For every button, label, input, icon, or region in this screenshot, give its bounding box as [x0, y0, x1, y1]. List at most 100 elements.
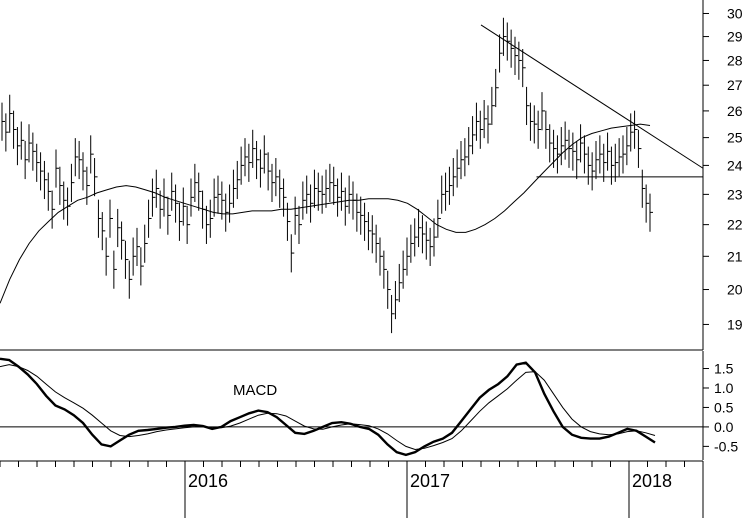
price-bar: [240, 146, 245, 185]
price-bar: [398, 263, 403, 303]
price-bar: [610, 146, 615, 185]
price-bar: [232, 169, 237, 208]
macd-panel: MACD 1.5 1.0 0.5 0.0 -0.5: [0, 351, 738, 460]
price-bar: [371, 215, 376, 254]
price-bar: [337, 178, 341, 217]
price-bar: [178, 202, 183, 241]
price-bar: [16, 127, 21, 166]
price-bar: [1, 102, 5, 141]
price-bar: [256, 140, 260, 180]
price-bar: [59, 166, 63, 205]
chart-frame: [0, 349, 704, 518]
year-label: 2017: [410, 471, 450, 491]
price-bar: [452, 158, 457, 197]
price-bar: [313, 169, 318, 208]
price-bar: [514, 36, 518, 75]
price-bar: [294, 196, 299, 235]
price-bar: [155, 169, 160, 208]
price-bar: [421, 215, 426, 254]
price-bar: [614, 143, 619, 182]
price-axis-label: 23: [727, 186, 743, 202]
price-bar: [13, 110, 17, 149]
resistance-trendline: [480, 24, 704, 169]
price-bar: [94, 158, 98, 197]
price-bar: [209, 199, 214, 238]
price-bar: [32, 132, 36, 171]
price-bar: [325, 169, 329, 208]
moving-average-line: [0, 123, 651, 304]
price-axis-label: 28: [727, 52, 743, 68]
macd-axis-label: -0.5: [714, 438, 738, 454]
price-bar: [603, 143, 607, 182]
price-axis-label: 24: [727, 157, 743, 173]
price-bar: [441, 175, 445, 214]
price-bar: [302, 181, 306, 220]
price-bar: [472, 116, 476, 155]
price-bar: [267, 152, 272, 191]
price-bar: [560, 127, 565, 166]
macd-line: [0, 357, 656, 457]
price-bar: [607, 132, 611, 171]
price-bar: [263, 135, 268, 174]
price-bar: [5, 113, 9, 152]
price-bar: [529, 102, 534, 141]
price-bar: [217, 175, 221, 214]
price-bar: [248, 143, 252, 182]
price-bar: [429, 227, 434, 266]
price-bar: [124, 240, 129, 279]
price-bar: [475, 102, 480, 141]
price-bar: [537, 110, 542, 149]
price-bar: [383, 250, 387, 289]
price-bar: [414, 218, 418, 257]
price-axis-label: 25: [727, 130, 743, 146]
price-bar: [387, 270, 391, 309]
price-bar: [379, 237, 383, 276]
price-bar: [406, 237, 410, 276]
price-bar: [437, 199, 441, 238]
price-bar: [591, 152, 596, 191]
price-bar: [148, 199, 152, 238]
price-bar: [136, 227, 140, 266]
price-bar: [90, 135, 94, 174]
price-bar: [410, 224, 414, 263]
price-bar: [333, 166, 337, 205]
price-bar: [225, 193, 229, 232]
price-bar: [364, 202, 368, 241]
price-bar: [456, 149, 461, 188]
price-bar: [271, 163, 275, 202]
price-bar: [641, 169, 646, 208]
price-bar: [55, 149, 59, 188]
price-bar: [491, 86, 495, 126]
price-bar: [649, 193, 653, 232]
price-bar: [564, 121, 569, 160]
price-bar: [310, 184, 314, 223]
price-axis-label: 20: [727, 282, 743, 298]
price-bar: [186, 205, 191, 244]
price-bar: [24, 140, 29, 180]
price-bar: [599, 135, 603, 174]
price-bar: [167, 196, 171, 235]
price-bar: [40, 152, 44, 191]
price-bar: [464, 138, 468, 177]
price-bar: [391, 294, 395, 334]
price-bar: [522, 48, 526, 88]
price-bar: [502, 17, 507, 56]
price-bar: [290, 234, 295, 273]
price-axis-label: 30: [727, 5, 743, 21]
price-bar: [175, 184, 179, 223]
price-bar: [151, 178, 156, 217]
price-bar: [637, 129, 642, 168]
price-bar: [518, 41, 522, 80]
price-bar: [587, 146, 592, 185]
price-axis-label: 29: [727, 29, 743, 45]
price-bar: [541, 92, 545, 131]
price-bar: [317, 172, 322, 211]
price-bar: [70, 163, 75, 202]
price-bar: [533, 105, 538, 144]
price-bar: [132, 237, 137, 276]
price-bar: [286, 202, 291, 241]
price-bar: [568, 129, 572, 168]
price-bar: [425, 221, 430, 260]
price-bar: [622, 135, 626, 174]
price-bar: [283, 178, 287, 217]
